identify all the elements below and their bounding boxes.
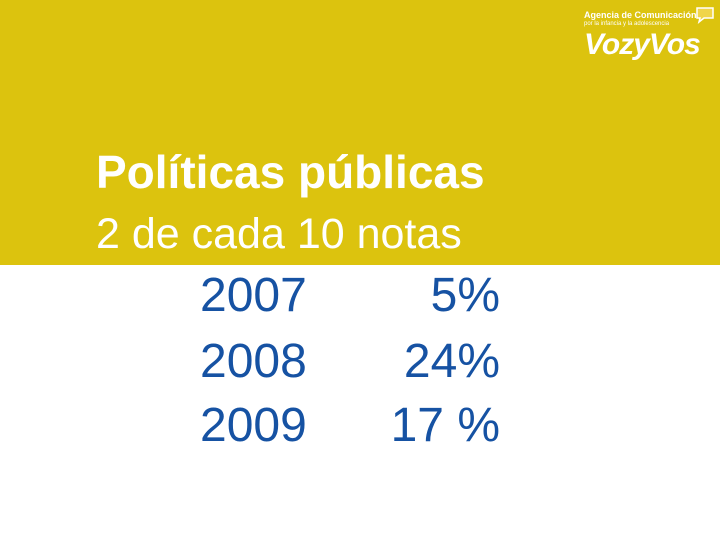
row-year: 2007	[200, 269, 307, 322]
logo-agency-text: Agencia de Comunicación	[584, 10, 697, 20]
data-row: 2007 5%	[0, 268, 720, 328]
row-percent: 24%	[403, 335, 500, 388]
page-title: Políticas públicas	[96, 146, 485, 198]
row-year: 2009	[200, 399, 307, 452]
logo-tagline-text: por la infancia y la adolescencia	[584, 21, 670, 27]
page-subtitle: 2 de cada 10 notas	[96, 210, 462, 258]
data-row: 2008 24%	[0, 334, 720, 394]
logo: Agencia de Comunicación por la infancia …	[584, 6, 716, 66]
row-percent: 17 %	[390, 399, 500, 452]
logo-wordmark: VozyVos	[584, 28, 701, 61]
row-year: 2008	[200, 335, 307, 388]
top-banner	[0, 0, 720, 265]
row-percent: 5%	[430, 269, 500, 322]
data-row: 2009 17 %	[0, 398, 720, 458]
speech-bubble-icon	[696, 7, 714, 24]
